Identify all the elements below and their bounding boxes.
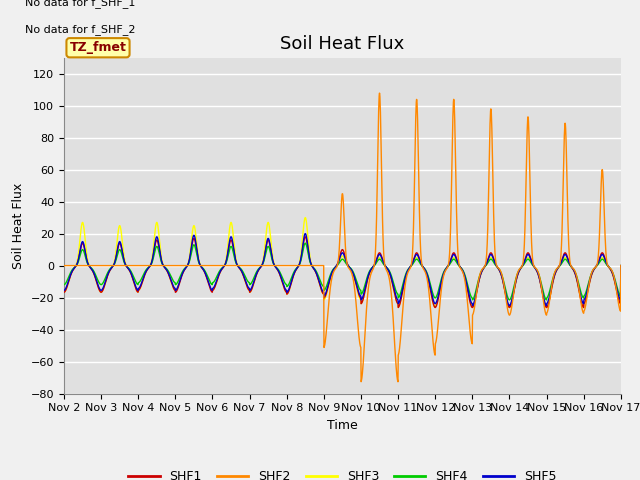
Legend: SHF1, SHF2, SHF3, SHF4, SHF5: SHF1, SHF2, SHF3, SHF4, SHF5 (124, 465, 561, 480)
Title: Soil Heat Flux: Soil Heat Flux (280, 35, 404, 53)
Text: No data for f_SHF_1: No data for f_SHF_1 (25, 0, 136, 8)
Y-axis label: Soil Heat Flux: Soil Heat Flux (12, 182, 25, 269)
X-axis label: Time: Time (327, 419, 358, 432)
Text: TZ_fmet: TZ_fmet (70, 41, 127, 54)
Text: No data for f_SHF_2: No data for f_SHF_2 (25, 24, 136, 35)
